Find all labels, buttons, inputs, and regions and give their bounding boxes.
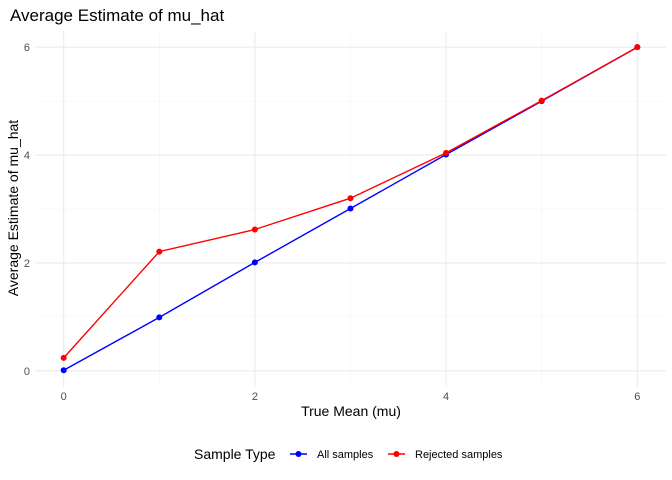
rejected-samples-legend-key-point (393, 451, 400, 457)
rejected-samples-point (443, 149, 450, 156)
rejected-samples-point (60, 354, 67, 361)
y-tick-label: 4 (24, 150, 30, 162)
plot-series (60, 44, 641, 374)
rejected-samples-point (538, 97, 545, 104)
rejected-samples-point (634, 44, 641, 51)
y-axis: 0 2 4 6 (24, 42, 30, 378)
legend-title: Sample Type (194, 446, 276, 462)
y-tick-label: 2 (24, 258, 30, 270)
y-axis-title: Average Estimate of mu_hat (5, 120, 21, 297)
chart-title: Average Estimate of mu_hat (10, 6, 224, 25)
all-samples-point (347, 205, 354, 212)
all-samples-point (251, 259, 258, 266)
rejected-samples-point (251, 226, 258, 233)
x-tick-label: 2 (252, 391, 258, 403)
all-samples-point (60, 367, 67, 374)
rejected-samples-point (347, 195, 354, 202)
x-axis: 0 2 4 6 (61, 391, 641, 403)
all-samples-legend-label: All samples (317, 449, 374, 461)
rejected-samples-legend-label: Rejected samples (415, 449, 503, 461)
all-samples-legend-key-point (295, 451, 302, 457)
rejected-samples-point (156, 248, 163, 255)
x-tick-label: 0 (61, 391, 67, 403)
y-tick-label: 0 (24, 366, 30, 378)
x-axis-title: True Mean (mu) (301, 403, 401, 419)
all-samples-point (156, 314, 163, 321)
x-tick-label: 4 (443, 391, 449, 403)
legend: Sample Type All samples Rejected samples (194, 446, 503, 462)
y-tick-label: 6 (24, 42, 30, 54)
x-tick-label: 6 (634, 391, 640, 403)
